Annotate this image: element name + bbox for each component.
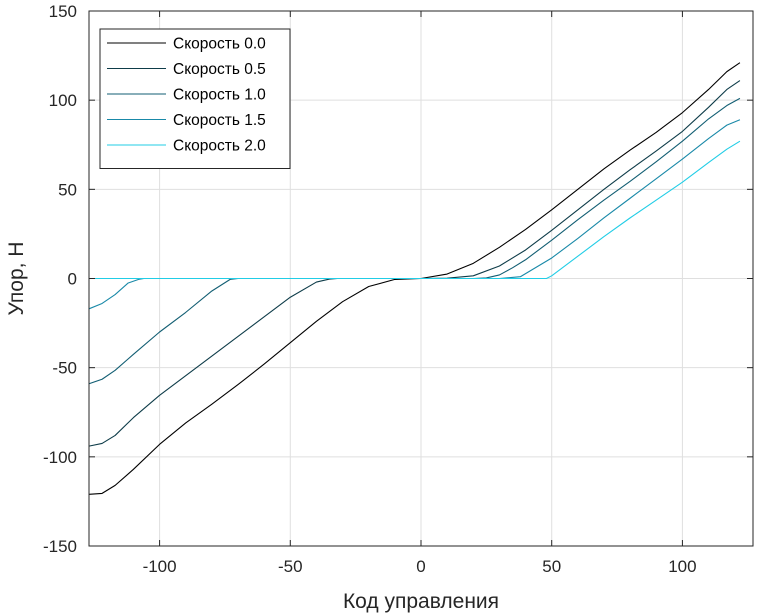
- y-tick-label: 100: [49, 91, 77, 110]
- ticks: -100 -50 0 50 100 -150 -100 -50 0 50 100 150: [43, 2, 753, 576]
- y-tick-label: -100: [43, 448, 77, 467]
- x-axis-label: Код управления: [343, 590, 499, 613]
- series-line-5: [89, 140, 741, 280]
- series-layer: [88, 62, 741, 495]
- x-tick-label: 50: [542, 557, 561, 576]
- x-tick-label: 0: [416, 557, 425, 576]
- legend-label-3: Скорость 1.0: [173, 87, 266, 104]
- y-tick-label: -50: [52, 359, 77, 378]
- x-tick-label: 100: [668, 557, 696, 576]
- legend-label-2: Скорость 0.5: [173, 61, 266, 78]
- y-tick-label: -150: [43, 537, 77, 556]
- legend-label-5: Скорость 2.0: [173, 138, 266, 155]
- legend-label-1: Скорость 0.0: [173, 36, 266, 53]
- y-tick-label: 50: [58, 180, 77, 199]
- legend-label-4: Скорость 1.5: [173, 112, 266, 129]
- y-tick-label: 0: [68, 270, 77, 289]
- x-tick-label: -50: [278, 557, 303, 576]
- series-line-4: [88, 119, 741, 310]
- legend: Скорость 0.0 Скорость 0.5 Скорость 1.0 Скор…: [99, 28, 291, 169]
- y-axis-label: Упор, Н: [5, 242, 28, 316]
- x-tick-label: -100: [143, 557, 177, 576]
- y-tick-label: 150: [49, 2, 77, 21]
